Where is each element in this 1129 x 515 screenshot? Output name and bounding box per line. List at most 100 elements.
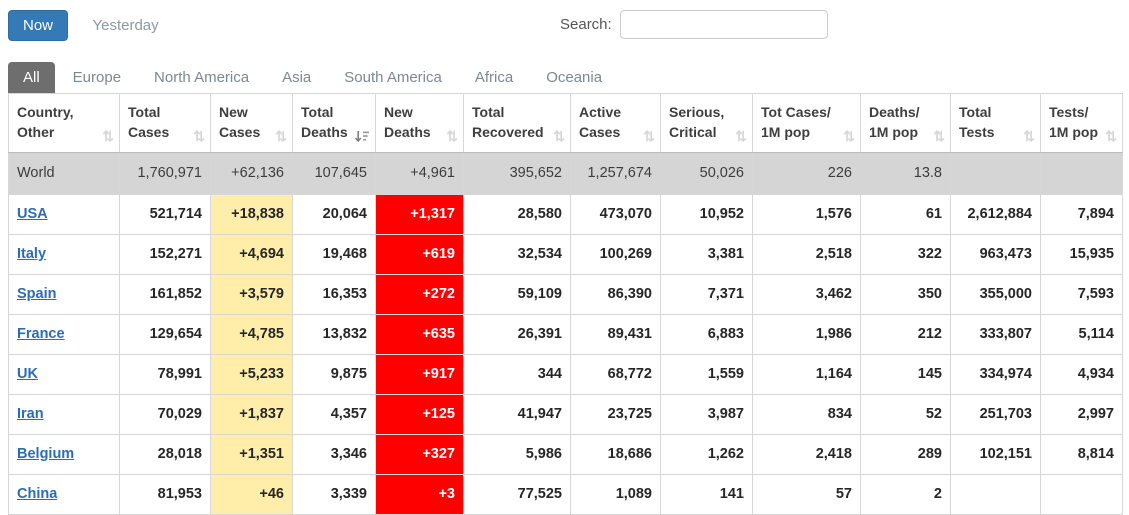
cell-serious-critical: 141 bbox=[660, 473, 753, 515]
cell-total-deaths: 3,339 bbox=[292, 473, 376, 515]
now-button[interactable]: Now bbox=[8, 10, 69, 41]
cell-new-cases: +62,136 bbox=[210, 151, 293, 195]
cell-total-recovered: 5,986 bbox=[463, 433, 571, 475]
cell-deaths-per-1m: 212 bbox=[860, 313, 951, 355]
column-header-tests-per-1m[interactable]: Tests/1M pop ⇅ bbox=[1040, 93, 1123, 153]
tab-africa[interactable]: Africa bbox=[474, 69, 514, 86]
sort-icon: ⇅ bbox=[446, 127, 458, 144]
cell-total-deaths: 107,645 bbox=[292, 151, 376, 195]
cell-active-cases: 18,686 bbox=[570, 433, 661, 475]
cell-total-recovered: 77,525 bbox=[463, 473, 571, 515]
tab-oceania[interactable]: Oceania bbox=[546, 69, 603, 86]
country-link-belgium[interactable]: Belgium bbox=[17, 445, 75, 462]
cell-active-cases: 23,725 bbox=[570, 393, 661, 435]
cell-country: USA bbox=[8, 193, 120, 235]
cell-total-deaths: 4,357 bbox=[292, 393, 376, 435]
cell-new-cases: +1,837 bbox=[210, 393, 293, 435]
table-row-iran: Iran 70,029 +1,837 4,357 +125 41,947 23,725 3,9… bbox=[8, 393, 1123, 435]
column-header-active-cases[interactable]: Active Cases ⇅ bbox=[570, 93, 661, 153]
column-label-line: Active bbox=[579, 104, 622, 120]
cell-total-tests: 2,612,884 bbox=[950, 193, 1041, 235]
country-link-usa[interactable]: USA bbox=[17, 205, 48, 222]
column-header-cases-per-1m[interactable]: Tot Cases/1M pop ⇅ bbox=[752, 93, 861, 153]
cell-total-cases: 78,991 bbox=[119, 353, 211, 395]
cell-deaths-per-1m: 52 bbox=[860, 393, 951, 435]
country-link-france[interactable]: France bbox=[17, 325, 65, 342]
cell-tests-per-1m: 5,114 bbox=[1040, 313, 1123, 355]
column-header-serious-critical[interactable]: Serious, Critical ⇅ bbox=[660, 93, 753, 153]
column-label-line: Critical bbox=[669, 123, 717, 140]
country-link-uk[interactable]: UK bbox=[17, 365, 38, 382]
cell-cases-per-1m: 2,518 bbox=[752, 233, 861, 275]
toolbar: Now Yesterday Search: bbox=[0, 0, 1129, 48]
cell-new-cases: +4,694 bbox=[210, 233, 293, 275]
country-link-italy[interactable]: Italy bbox=[17, 245, 47, 262]
cell-active-cases: 1,089 bbox=[570, 473, 661, 515]
column-label-line: 1M pop bbox=[1049, 123, 1098, 140]
cell-serious-critical: 7,371 bbox=[660, 273, 753, 315]
tab-asia[interactable]: Asia bbox=[282, 69, 312, 86]
cell-total-deaths: 9,875 bbox=[292, 353, 376, 395]
cell-total-recovered: 344 bbox=[463, 353, 571, 395]
tab-all[interactable]: All bbox=[8, 62, 55, 93]
cell-new-deaths: +327 bbox=[375, 433, 464, 475]
cell-country: Italy bbox=[8, 233, 120, 275]
cell-active-cases: 1,257,674 bbox=[570, 151, 661, 195]
cell-total-tests: 355,000 bbox=[950, 273, 1041, 315]
sort-icon: ⇅ bbox=[1105, 127, 1117, 144]
search-input[interactable] bbox=[619, 10, 828, 39]
cell-total-recovered: 28,580 bbox=[463, 193, 571, 235]
column-header-country[interactable]: Country, Other ⇅ bbox=[8, 93, 120, 153]
cell-total-tests bbox=[950, 473, 1041, 515]
cell-new-deaths: +3 bbox=[375, 473, 464, 515]
table-row-belgium: Belgium 28,018 +1,351 3,346 +327 5,986 18,686 1… bbox=[8, 433, 1123, 475]
sort-icon: ⇅ bbox=[102, 127, 114, 144]
column-label-line: Other bbox=[17, 123, 55, 140]
cell-total-tests: 334,974 bbox=[950, 353, 1041, 395]
region-tabs: All Europe North America Asia South America A… bbox=[8, 62, 1121, 93]
cell-new-cases: +4,785 bbox=[210, 313, 293, 355]
cell-cases-per-1m: 834 bbox=[752, 393, 861, 435]
column-header-new-cases[interactable]: New Cases ⇅ bbox=[210, 93, 293, 153]
column-label-line: Tests bbox=[959, 123, 995, 140]
column-label-line: Serious, bbox=[669, 104, 725, 120]
cell-cases-per-1m: 226 bbox=[752, 151, 861, 195]
yesterday-button[interactable]: Yesterday bbox=[92, 17, 159, 35]
country-link-spain[interactable]: Spain bbox=[17, 285, 57, 302]
column-header-new-deaths[interactable]: New Deaths ⇅ bbox=[375, 93, 464, 153]
cell-tests-per-1m bbox=[1040, 151, 1123, 195]
column-header-total-cases[interactable]: Total Cases ⇅ bbox=[119, 93, 211, 153]
cell-total-deaths: 16,353 bbox=[292, 273, 376, 315]
table-row-spain: Spain 161,852 +3,579 16,353 +272 59,109 86,390… bbox=[8, 273, 1123, 315]
column-header-deaths-per-1m[interactable]: Deaths/1M pop ⇅ bbox=[860, 93, 951, 153]
cell-active-cases: 86,390 bbox=[570, 273, 661, 315]
cell-cases-per-1m: 3,462 bbox=[752, 273, 861, 315]
cell-total-deaths: 3,346 bbox=[292, 433, 376, 475]
cell-country: World bbox=[8, 151, 120, 195]
cell-serious-critical: 3,987 bbox=[660, 393, 753, 435]
cell-new-deaths: +272 bbox=[375, 273, 464, 315]
cell-deaths-per-1m: 61 bbox=[860, 193, 951, 235]
column-header-total-deaths[interactable]: Total Deaths bbox=[292, 93, 376, 153]
cell-total-cases: 161,852 bbox=[119, 273, 211, 315]
cell-new-cases: +5,233 bbox=[210, 353, 293, 395]
cell-new-deaths: +917 bbox=[375, 353, 464, 395]
column-header-total-recovered[interactable]: Total Recovered ⇅ bbox=[463, 93, 571, 153]
column-label-line: Tot Cases/ bbox=[761, 104, 831, 120]
tab-north-america[interactable]: North America bbox=[154, 69, 250, 86]
cell-country: France bbox=[8, 313, 120, 355]
cell-total-cases: 152,271 bbox=[119, 233, 211, 275]
cell-deaths-per-1m: 2 bbox=[860, 473, 951, 515]
tab-europe[interactable]: Europe bbox=[72, 69, 122, 86]
column-label-line: Total bbox=[128, 104, 161, 120]
cell-total-recovered: 395,652 bbox=[463, 151, 571, 195]
column-header-total-tests[interactable]: Total Tests ⇅ bbox=[950, 93, 1041, 153]
cell-total-cases: 129,654 bbox=[119, 313, 211, 355]
country-link-china[interactable]: China bbox=[17, 485, 58, 502]
cell-tests-per-1m bbox=[1040, 473, 1123, 515]
tab-south-america[interactable]: South America bbox=[344, 69, 442, 86]
sort-icon: ⇅ bbox=[843, 127, 855, 144]
column-label-line: New bbox=[384, 104, 413, 120]
country-link-iran[interactable]: Iran bbox=[17, 405, 44, 422]
column-label-line: 1M pop bbox=[761, 123, 810, 140]
